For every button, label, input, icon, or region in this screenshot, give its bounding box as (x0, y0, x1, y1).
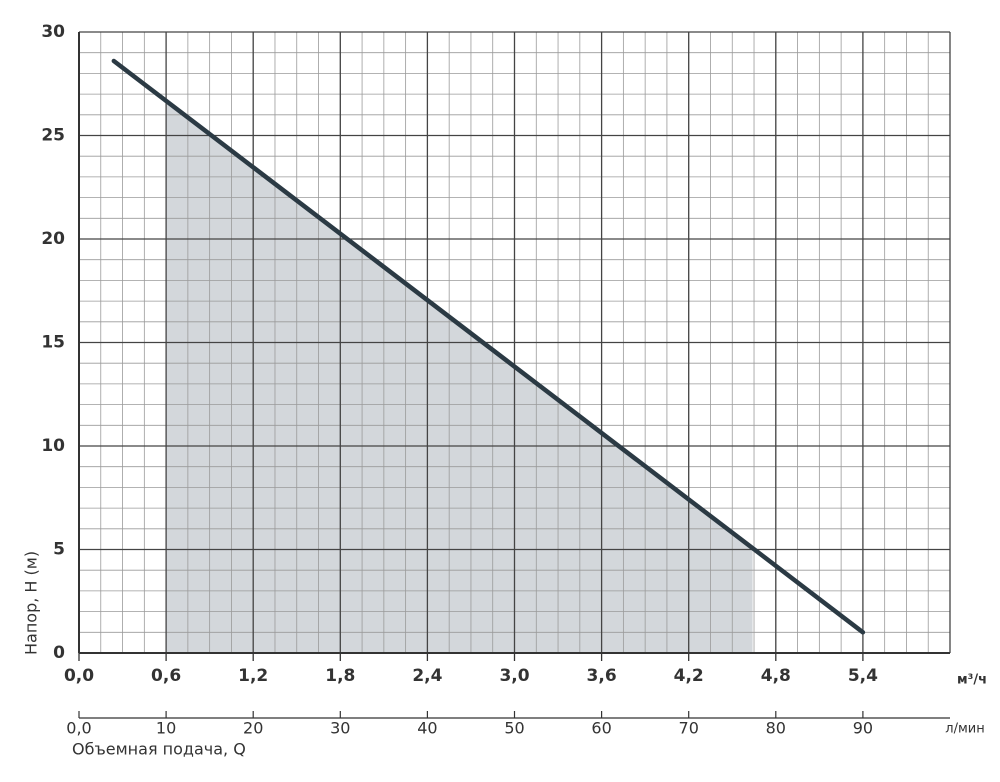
x-tick-label: 2,4 (412, 666, 442, 686)
y-tick-label: 0 (53, 643, 65, 663)
x2-tick-label: 30 (330, 719, 350, 738)
y-tick-label: 25 (41, 126, 65, 146)
y-tick-label: 5 (53, 540, 65, 560)
y-axis-title: Напор, H (м) (22, 551, 41, 655)
x2-tick-label: 20 (243, 719, 263, 738)
x-tick-label: 1,2 (238, 666, 268, 686)
x2-tick-label: 80 (766, 719, 786, 738)
x-tick-label: 0,6 (151, 666, 181, 686)
x2-tick-label: 60 (591, 719, 611, 738)
y-tick-label: 15 (41, 333, 65, 353)
x2-tick-label: 10 (156, 719, 176, 738)
x2-tick-label: 0,0 (66, 719, 91, 738)
x-tick-label: 0,0 (64, 666, 94, 686)
x-unit: м³/ч (957, 673, 987, 688)
y-tick-label: 30 (41, 22, 65, 42)
x2-tick-label: 90 (853, 719, 873, 738)
x2-tick-label: 70 (679, 719, 699, 738)
y-tick-label: 20 (41, 229, 65, 249)
x-axis-title: Объемная подача, Q (72, 740, 246, 759)
x-tick-label: 4,8 (761, 666, 791, 686)
pump-curve (111, 58, 866, 635)
y-tick-label: 10 (41, 436, 65, 456)
x2-unit: л/мин (945, 722, 984, 737)
x-tick-label: 5,4 (848, 666, 878, 686)
x2-tick-label: 50 (504, 719, 524, 738)
x-tick-label: 3,0 (499, 666, 529, 686)
x2-tick-label: 40 (417, 719, 437, 738)
x-tick-label: 3,6 (587, 666, 617, 686)
x-tick-label: 4,2 (674, 666, 704, 686)
x-tick-label: 1,8 (325, 666, 355, 686)
